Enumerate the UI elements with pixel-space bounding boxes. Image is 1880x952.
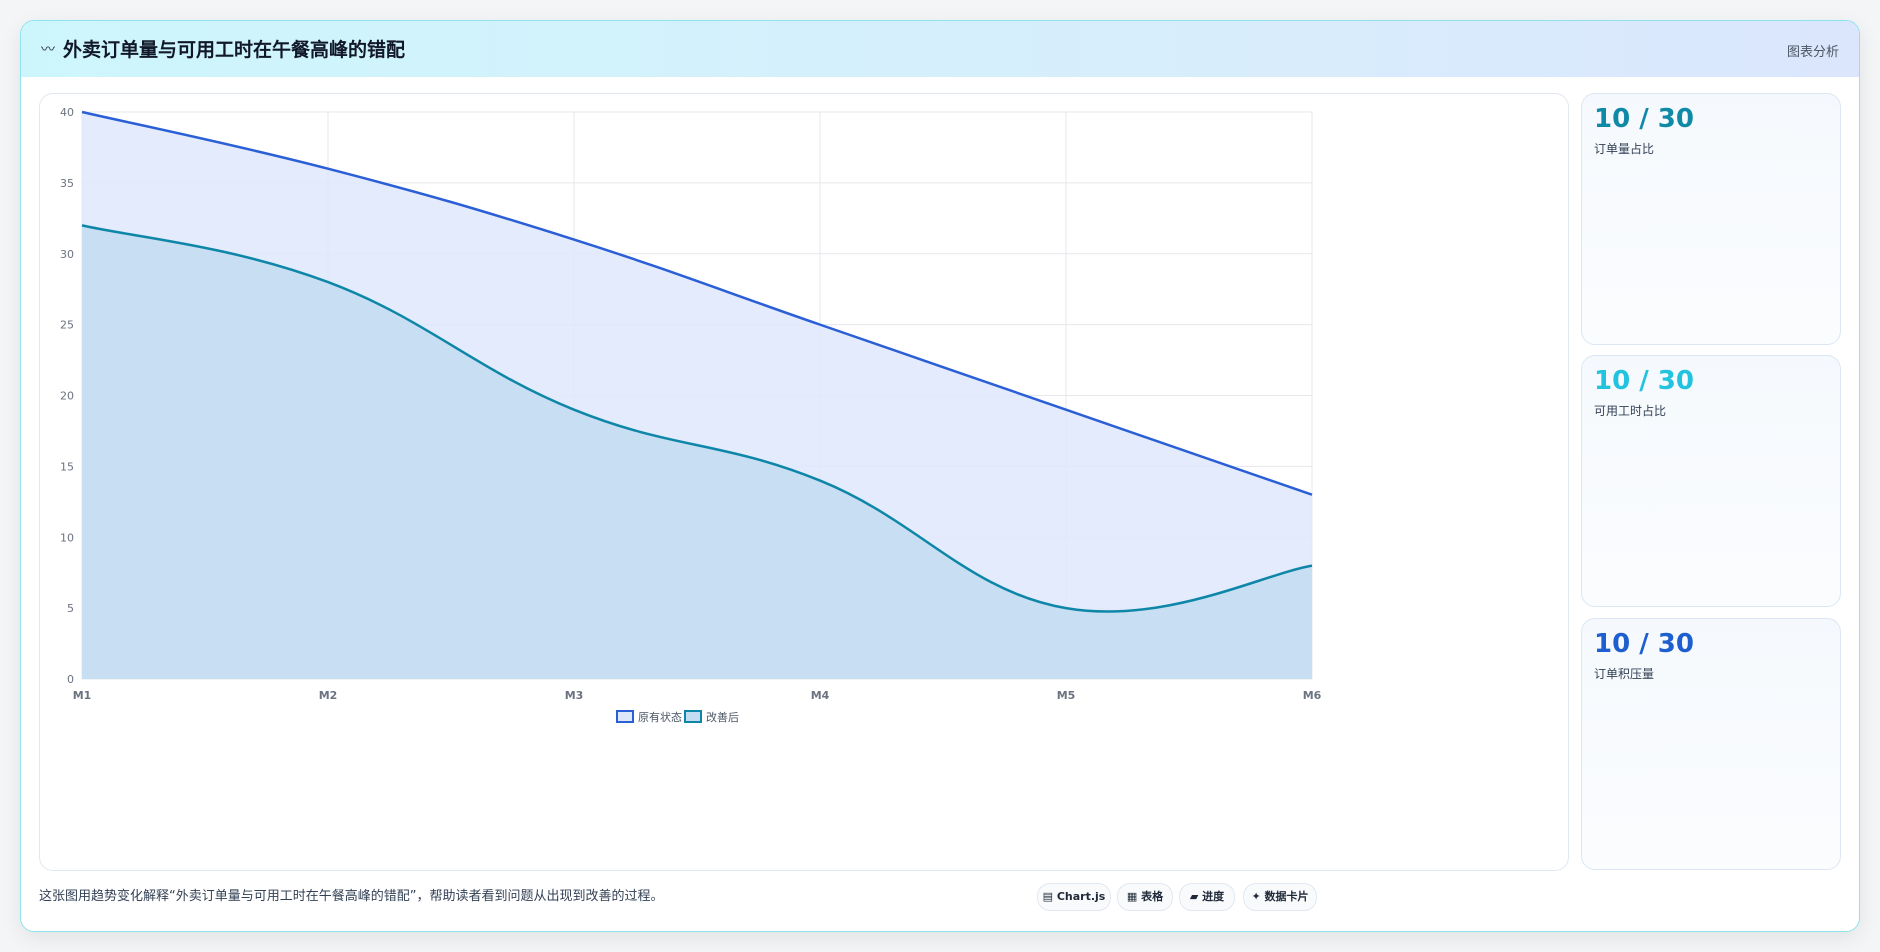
series-line-0 — [81, 110, 1313, 496]
y-tick-label: 25 — [60, 319, 74, 332]
pill-chartjs[interactable]: ▤ Chart.js — [1037, 883, 1111, 911]
stat-value: 10 / 30 — [1594, 366, 1694, 396]
y-tick-label: 20 — [60, 390, 74, 403]
pill-progress[interactable]: ▰ 进度 — [1179, 883, 1235, 911]
chart-card: 〰 外卖订单量与可用工时在午餐高峰的错配 图表分析 0 5 10 15 20 25 30 35… — [20, 20, 1860, 932]
legend-label: 改善后 — [706, 710, 739, 724]
x-tick-label: M4 — [811, 689, 830, 702]
legend-swatch — [684, 710, 702, 723]
stat-label: 订单积压量 — [1594, 667, 1655, 681]
pill-datacard[interactable]: ✦ 数据卡片 — [1243, 883, 1317, 911]
header-tag: 图表分析 — [1786, 45, 1839, 60]
y-tick-label: 15 — [60, 460, 74, 473]
stat-label: 订单量占比 — [1594, 142, 1655, 156]
series-area-1 — [82, 225, 1312, 679]
stat-card-hours: 10 / 30 可用工时占比 — [1581, 355, 1841, 607]
pill-table[interactable]: ▦ 表格 — [1117, 883, 1173, 911]
page-title: 外卖订单量与可用工时在午餐高峰的错配 — [63, 39, 406, 61]
y-tick-label: 0 — [67, 673, 74, 686]
area-chart: 0 5 10 15 20 25 30 35 40 M1 M2 M3 M4 M5 M6 原有状态 改善后 — [60, 106, 1322, 724]
card-header: 〰 外卖订单量与可用工时在午餐高峰的错配 图表分析 — [21, 21, 1859, 77]
x-tick-label: M5 — [1057, 689, 1076, 702]
legend-swatch — [616, 710, 634, 723]
y-tick-label: 10 — [60, 531, 74, 544]
stat-card-orders: 10 / 30 订单量占比 — [1581, 93, 1841, 345]
chart-description: 这张图用趋势变化解释“外卖订单量与可用工时在午餐高峰的错配”，帮助读者看到问题从… — [39, 889, 664, 904]
stat-card-backlog: 10 / 30 订单积压量 — [1581, 618, 1841, 870]
trend-icon: 〰 — [41, 42, 55, 58]
stat-value: 10 / 30 — [1594, 104, 1694, 134]
y-tick-label: 35 — [60, 177, 74, 190]
stat-value: 10 / 30 — [1594, 629, 1694, 659]
chart-panel: 0 5 10 15 20 25 30 35 40 M1 M2 M3 M4 M5 M6 原有状态 改善后 — [39, 93, 1569, 871]
x-tick-label: M2 — [319, 689, 338, 702]
series-line-1 — [81, 224, 1313, 613]
y-tick-label: 40 — [60, 106, 74, 119]
y-tick-label: 30 — [60, 248, 74, 261]
stat-label: 可用工时占比 — [1594, 404, 1667, 418]
x-tick-label: M6 — [1303, 689, 1322, 702]
x-tick-label: M3 — [565, 689, 584, 702]
x-tick-label: M1 — [73, 689, 92, 702]
legend-label: 原有状态 — [638, 710, 682, 724]
y-tick-label: 5 — [67, 602, 74, 615]
